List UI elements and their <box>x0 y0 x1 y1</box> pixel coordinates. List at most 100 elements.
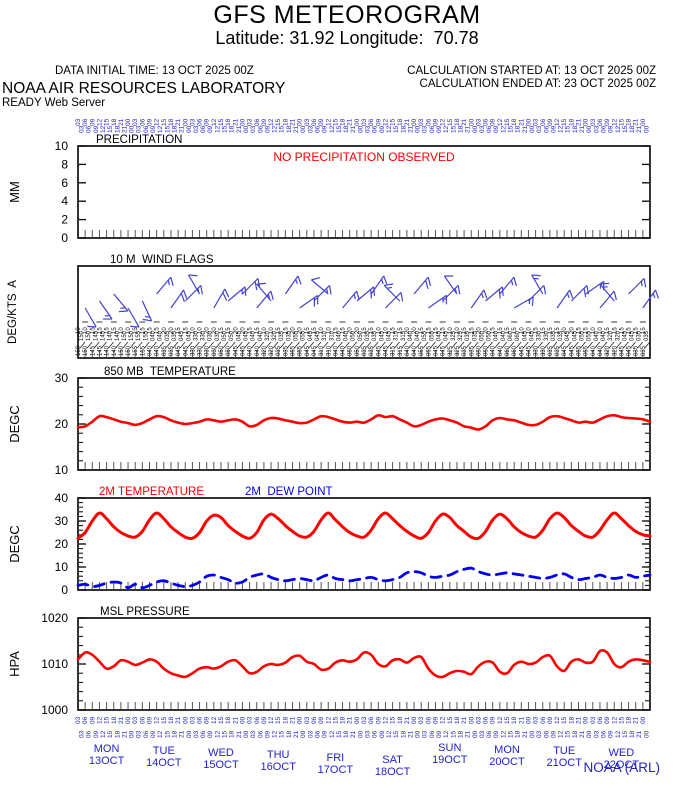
svg-text:21: 21 <box>350 730 357 738</box>
svg-text:21: 21 <box>576 118 583 126</box>
svg-text:09: 09 <box>204 716 211 724</box>
svg-text:15: 15 <box>561 716 568 724</box>
svg-text:150: 150 <box>79 330 85 341</box>
no-precipitation-note: NO PRECIPITATION OBSERVED <box>273 150 455 164</box>
svg-text:050: 050 <box>229 330 235 341</box>
svg-text:12: 12 <box>329 730 336 738</box>
svg-text:325: 325 <box>458 330 464 341</box>
svg-text:040: 040 <box>494 330 500 341</box>
svg-text:15: 15 <box>505 327 511 334</box>
svg-text:145: 145 <box>100 330 106 341</box>
svg-text:150: 150 <box>86 330 92 341</box>
svg-text:330: 330 <box>201 330 207 341</box>
svg-text:035: 035 <box>548 345 554 356</box>
svg-text:18: 18 <box>343 730 350 738</box>
svg-text:00: 00 <box>129 125 136 133</box>
svg-text:21: 21 <box>522 125 529 133</box>
svg-text:10: 10 <box>455 327 461 334</box>
svg-text:20: 20 <box>484 327 490 334</box>
svg-text:00: 00 <box>468 716 475 724</box>
svg-text:040: 040 <box>594 330 600 341</box>
svg-text:18: 18 <box>572 125 579 133</box>
svg-text:06: 06 <box>257 125 264 133</box>
svg-text:325: 325 <box>451 330 457 341</box>
svg-text:20: 20 <box>569 327 575 334</box>
svg-text:145: 145 <box>93 330 99 341</box>
svg-text:00: 00 <box>297 118 304 126</box>
svg-text:15: 15 <box>283 327 289 334</box>
svg-text:12: 12 <box>329 125 336 133</box>
svg-text:10: 10 <box>83 327 89 334</box>
svg-text:040: 040 <box>151 330 157 341</box>
svg-text:045: 045 <box>565 330 571 341</box>
svg-text:18: 18 <box>171 125 178 133</box>
svg-text:18: 18 <box>515 125 522 133</box>
svg-text:18: 18 <box>457 730 464 738</box>
svg-text:00: 00 <box>357 730 364 738</box>
svg-text:040: 040 <box>344 330 350 341</box>
svg-text:12: 12 <box>558 125 565 133</box>
svg-text:00: 00 <box>472 125 479 133</box>
svg-text:12: 12 <box>615 730 622 738</box>
svg-text:040: 040 <box>498 345 504 356</box>
svg-text:060: 060 <box>508 330 514 341</box>
svg-text:055: 055 <box>577 345 583 356</box>
svg-text:18: 18 <box>626 716 633 724</box>
svg-text:15: 15 <box>218 716 225 724</box>
date-label-14oct: TUE 14OCT <box>146 745 182 769</box>
svg-text:18: 18 <box>626 118 633 126</box>
svg-text:10: 10 <box>76 327 82 334</box>
svg-text:12: 12 <box>386 125 393 133</box>
svg-text:12: 12 <box>96 716 103 724</box>
wind-direction-row: 150 150 145 145 140 140 150 150 155 155 040 040 035 0… <box>79 330 650 341</box>
svg-text:06: 06 <box>540 716 547 724</box>
svg-text:035: 035 <box>465 330 471 341</box>
svg-text:330: 330 <box>537 330 543 341</box>
svg-text:21: 21 <box>232 716 239 724</box>
svg-text:140: 140 <box>105 345 111 356</box>
ytick-label: 8 <box>61 157 68 171</box>
svg-text:03: 03 <box>247 716 254 724</box>
svg-text:03: 03 <box>475 118 482 126</box>
date-label-15oct: WED 15OCT <box>203 747 239 771</box>
svg-text:00: 00 <box>243 125 250 133</box>
date-label-22oct: WED 22OCT <box>603 747 640 771</box>
svg-text:09: 09 <box>604 118 611 126</box>
date-label-16oct: THU 16OCT <box>260 749 296 773</box>
svg-text:18: 18 <box>397 716 404 724</box>
svg-text:00: 00 <box>468 118 475 126</box>
svg-text:12: 12 <box>440 118 447 126</box>
svg-text:045: 045 <box>529 330 535 341</box>
bottom-hour-row-1: 03 06 09 12 15 18 21 00 03 06 09 12 15 18 21 00 03 06 09 12… <box>75 716 647 724</box>
svg-text:055: 055 <box>584 345 590 356</box>
svg-text:00: 00 <box>583 118 590 126</box>
svg-text:21: 21 <box>347 118 354 126</box>
series-msl-pressure <box>76 649 652 679</box>
svg-text:315: 315 <box>398 345 404 356</box>
svg-text:15: 15 <box>176 327 182 334</box>
svg-text:03: 03 <box>590 118 597 126</box>
svg-text:06: 06 <box>257 730 264 738</box>
svg-text:06: 06 <box>86 730 93 738</box>
noaa-arl-credit[interactable]: NOAA (ARL) <box>583 760 660 775</box>
svg-text:06: 06 <box>200 730 207 738</box>
svg-text:12: 12 <box>214 125 221 133</box>
svg-text:09: 09 <box>89 118 96 126</box>
svg-text:12: 12 <box>554 118 561 126</box>
svg-text:06: 06 <box>139 716 146 724</box>
svg-text:03: 03 <box>536 730 543 738</box>
svg-text:15: 15 <box>105 327 111 334</box>
svg-text:055: 055 <box>291 345 297 356</box>
svg-text:09: 09 <box>318 716 325 724</box>
svg-text:330: 330 <box>193 330 199 341</box>
svg-text:00: 00 <box>182 716 189 724</box>
svg-text:15: 15 <box>561 118 568 126</box>
svg-text:15: 15 <box>391 327 397 334</box>
svg-text:15: 15 <box>450 125 457 133</box>
svg-text:15: 15 <box>462 327 468 334</box>
svg-text:15: 15 <box>441 327 447 334</box>
svg-text:09: 09 <box>436 730 443 738</box>
svg-text:15: 15 <box>618 118 625 126</box>
svg-text:045: 045 <box>444 330 450 341</box>
ytick-label: 40 <box>55 491 69 505</box>
